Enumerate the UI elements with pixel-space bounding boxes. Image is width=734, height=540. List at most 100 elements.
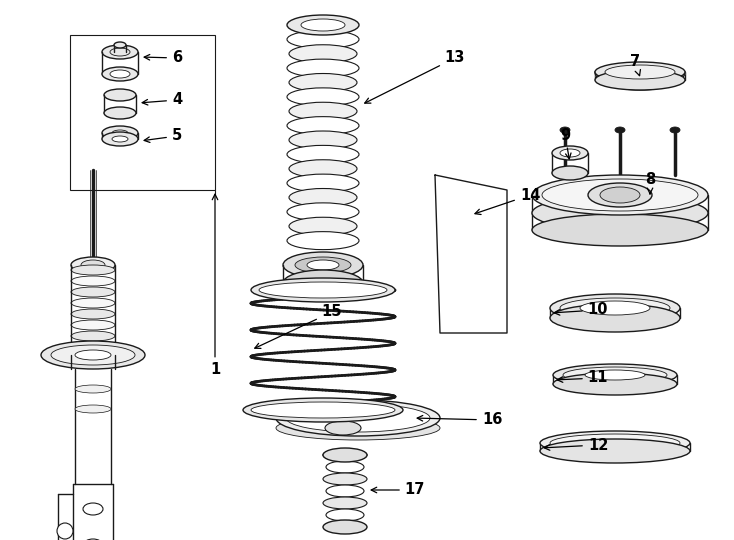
Ellipse shape [102,45,138,59]
Ellipse shape [670,127,680,133]
Ellipse shape [325,421,361,435]
Ellipse shape [550,304,680,332]
Ellipse shape [286,404,430,432]
Ellipse shape [560,149,580,157]
Ellipse shape [588,183,652,207]
Text: 5: 5 [144,129,182,144]
Text: 4: 4 [142,92,182,107]
Ellipse shape [287,174,359,192]
Ellipse shape [552,146,588,160]
Ellipse shape [287,145,359,164]
Ellipse shape [112,136,128,142]
Ellipse shape [289,16,357,34]
Text: 12: 12 [544,437,608,453]
Ellipse shape [102,126,138,140]
Ellipse shape [532,175,708,215]
Ellipse shape [71,298,115,308]
Polygon shape [435,175,507,333]
Ellipse shape [289,188,357,206]
Ellipse shape [287,30,359,49]
Ellipse shape [560,127,570,133]
Ellipse shape [323,497,367,509]
Ellipse shape [542,179,698,211]
Ellipse shape [563,367,667,383]
Ellipse shape [259,282,387,298]
Ellipse shape [289,102,357,120]
Ellipse shape [57,523,73,539]
Ellipse shape [553,373,677,395]
Ellipse shape [102,132,138,146]
Ellipse shape [71,342,115,352]
Ellipse shape [287,203,359,221]
Ellipse shape [550,434,680,452]
Ellipse shape [323,473,367,485]
Ellipse shape [595,70,685,90]
Ellipse shape [585,370,645,380]
Ellipse shape [41,341,145,369]
Ellipse shape [289,73,357,91]
Ellipse shape [307,260,339,270]
Ellipse shape [83,503,103,515]
Ellipse shape [84,539,102,540]
Ellipse shape [287,59,359,77]
Ellipse shape [289,131,357,149]
Ellipse shape [325,405,361,421]
Ellipse shape [71,257,115,273]
Ellipse shape [51,345,135,365]
Ellipse shape [600,187,640,203]
Ellipse shape [580,301,650,315]
Ellipse shape [532,214,708,246]
Ellipse shape [301,19,345,31]
Ellipse shape [295,257,351,273]
Ellipse shape [289,160,357,178]
Ellipse shape [75,405,111,413]
Ellipse shape [326,485,364,497]
Ellipse shape [326,509,364,521]
Text: 11: 11 [557,370,608,386]
Text: 6: 6 [144,51,182,65]
Text: 8: 8 [645,172,655,194]
Ellipse shape [75,350,111,360]
Ellipse shape [560,298,670,318]
Ellipse shape [553,364,677,386]
Ellipse shape [71,331,115,341]
Text: 10: 10 [554,302,608,318]
Polygon shape [595,72,685,90]
Ellipse shape [104,107,136,119]
Ellipse shape [283,270,363,296]
Text: 17: 17 [371,483,425,497]
Ellipse shape [75,385,111,393]
Text: 14: 14 [475,187,540,214]
Ellipse shape [287,88,359,106]
Ellipse shape [251,402,395,418]
Ellipse shape [323,449,367,461]
Ellipse shape [81,260,105,270]
Ellipse shape [287,232,359,249]
Ellipse shape [615,127,625,133]
Text: 2: 2 [0,539,1,540]
Ellipse shape [71,265,115,275]
Text: 13: 13 [365,51,465,103]
Text: 16: 16 [417,413,502,428]
Ellipse shape [110,48,130,56]
Ellipse shape [540,431,690,455]
Ellipse shape [605,65,675,79]
Ellipse shape [71,347,115,363]
Ellipse shape [595,62,685,82]
Text: 3: 3 [0,539,1,540]
Bar [70,35,215,190]
Ellipse shape [102,67,138,81]
Ellipse shape [71,309,115,319]
Ellipse shape [283,252,363,278]
Ellipse shape [71,287,115,297]
Ellipse shape [276,416,440,440]
Ellipse shape [287,117,359,134]
Ellipse shape [550,294,680,322]
Text: 7: 7 [630,55,641,76]
Text: 1: 1 [210,194,220,377]
Ellipse shape [71,320,115,330]
Ellipse shape [323,520,367,534]
Ellipse shape [243,398,403,422]
Ellipse shape [104,89,136,101]
Ellipse shape [289,217,357,235]
